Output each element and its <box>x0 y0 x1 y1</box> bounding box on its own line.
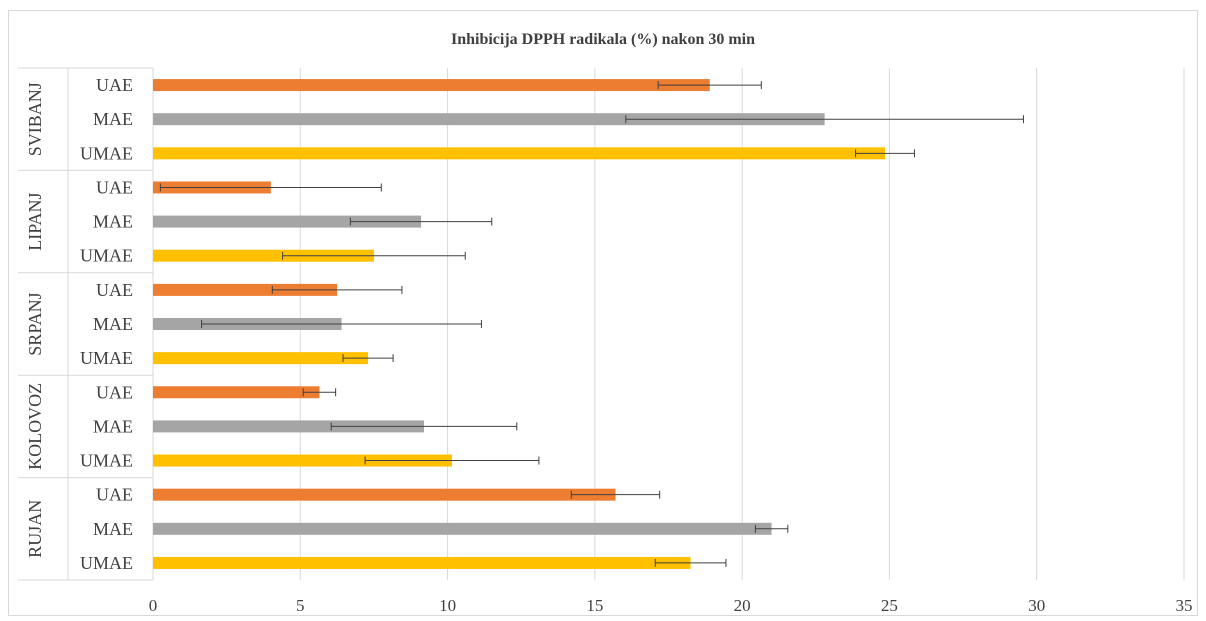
category-label: UAE <box>96 75 133 95</box>
category-label: UMAE <box>80 348 133 368</box>
category-label: UMAE <box>80 246 133 266</box>
bar <box>153 556 691 569</box>
group-label: RUJAN <box>25 500 45 558</box>
category-label: UMAE <box>80 143 133 163</box>
x-tick-label: 15 <box>586 596 603 615</box>
bar <box>153 352 369 365</box>
category-label: UAE <box>96 177 133 197</box>
group-label: KOLOVOZ <box>25 383 45 470</box>
category-label: MAE <box>93 109 133 129</box>
bar <box>153 147 886 160</box>
category-label: MAE <box>93 314 133 334</box>
bar <box>153 420 425 433</box>
category-label: UMAE <box>80 451 133 471</box>
chart-title: Inhibicija DPPH radikala (%) nakon 30 mi… <box>451 31 755 48</box>
x-tick-label: 0 <box>149 596 158 615</box>
group-label: LIPANJ <box>25 192 45 250</box>
bar <box>153 113 825 126</box>
bar <box>153 249 374 262</box>
x-tick-label: 5 <box>296 596 305 615</box>
category-label: MAE <box>93 416 133 436</box>
bar <box>153 488 616 501</box>
error-bars <box>159 81 1024 567</box>
bar <box>153 454 452 467</box>
x-tick-label: 35 <box>1176 596 1193 615</box>
x-tick-label: 20 <box>734 596 751 615</box>
category-axis: SVIBANJ UAE MAE UMAE LIPANJ UAE MAE UMAE SRPANJ U… <box>18 67 154 581</box>
chart-frame <box>8 10 1198 616</box>
bar <box>153 522 772 535</box>
category-label: UAE <box>96 382 133 402</box>
category-label: UAE <box>96 485 133 505</box>
category-label: UAE <box>96 280 133 300</box>
group-label: SRPANJ <box>25 292 45 355</box>
x-axis-ticks: 0 5 10 15 20 25 30 35 <box>149 596 1193 615</box>
x-tick-label: 30 <box>1028 596 1045 615</box>
category-label: MAE <box>93 212 133 232</box>
category-label: MAE <box>93 519 133 539</box>
bar <box>153 283 338 296</box>
category-label: UMAE <box>80 553 133 573</box>
x-tick-label: 10 <box>439 596 456 615</box>
x-tick-label: 25 <box>881 596 898 615</box>
bar <box>153 79 710 92</box>
bar <box>153 386 320 399</box>
group-label: SVIBANJ <box>25 82 45 156</box>
bar <box>153 215 422 228</box>
